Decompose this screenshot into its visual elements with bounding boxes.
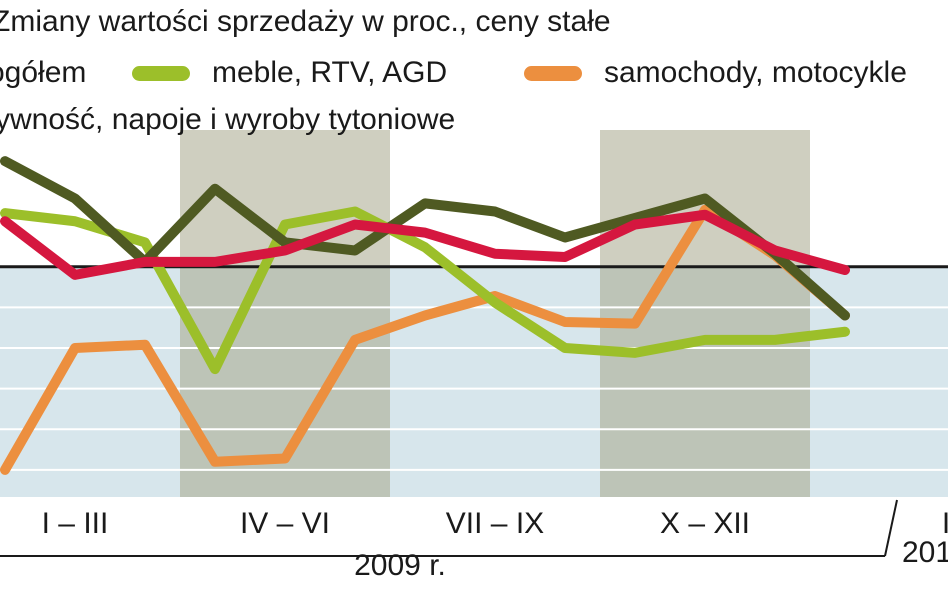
legend-item-zywnosc: żywność, napoje i wyroby tytoniowe xyxy=(0,102,455,138)
legend-item-meble: meble, RTV, AGD xyxy=(132,55,447,91)
series-lines xyxy=(0,156,850,475)
gridlines xyxy=(0,306,948,471)
legend-label: samochody, motocykle xyxy=(604,56,907,89)
legend-label: ogółem xyxy=(0,56,87,89)
year-label: 201 xyxy=(902,536,948,569)
shaded-band xyxy=(600,130,810,497)
x-tick-label: VII – IX xyxy=(446,507,544,540)
year-label: 2009 r. xyxy=(354,549,446,582)
legend-item-ogolem: ogółem xyxy=(0,55,86,91)
year-divider xyxy=(884,499,898,557)
chart-title: Zmiany wartości sprzedaży w proc., ceny … xyxy=(0,5,611,38)
legend-item-samochody: samochody, motocykle xyxy=(524,55,907,91)
shaded-band xyxy=(180,130,390,497)
legend-swatch xyxy=(524,65,582,81)
x-axis: I – III IV – VI VII – IX X – XII I 2009 r. 201 xyxy=(0,499,948,582)
legend-swatch xyxy=(132,65,190,81)
x-tick-label: I – III xyxy=(42,507,109,540)
legend-label: żywność, napoje i wyroby tytoniowe xyxy=(0,103,456,136)
legend-label: meble, RTV, AGD xyxy=(212,56,448,89)
x-tick-label: IV – VI xyxy=(240,507,330,540)
x-tick-label: X – XII xyxy=(660,507,750,540)
x-tick-label: I xyxy=(942,507,948,540)
